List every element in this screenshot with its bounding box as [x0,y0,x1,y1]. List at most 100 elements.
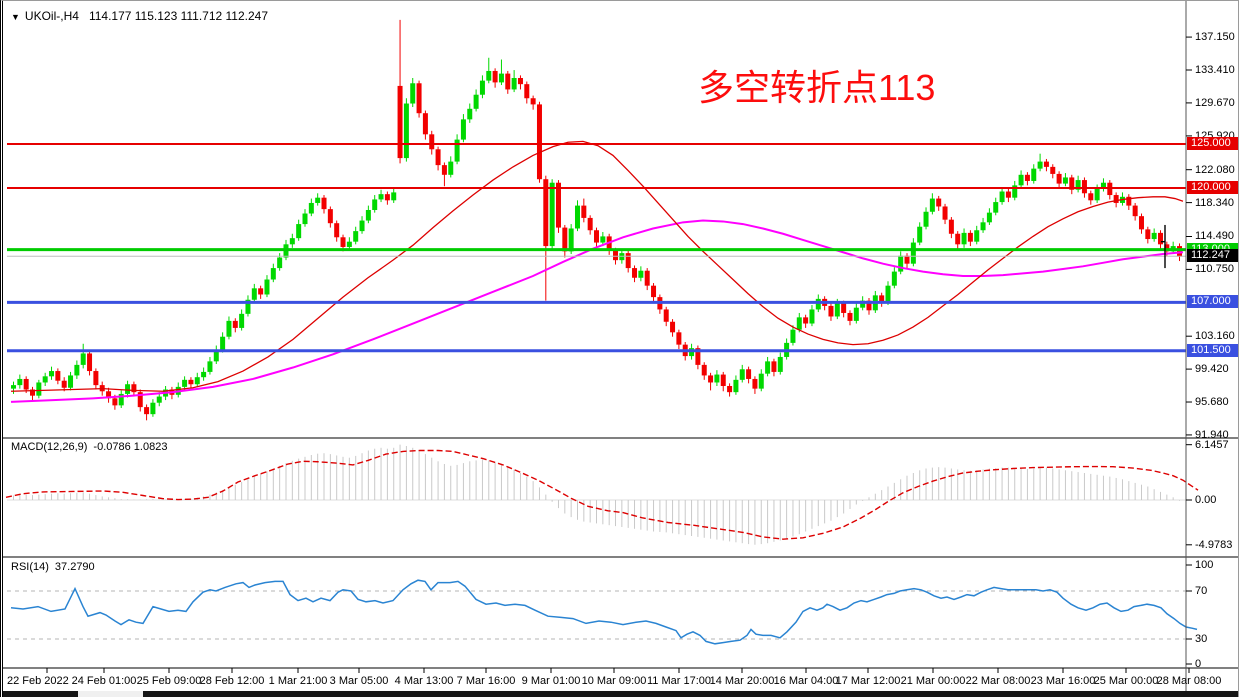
candle-down [144,407,150,415]
candle-up [568,228,574,252]
candle-up [1012,185,1018,198]
price-tick-label: 137.150 [1195,31,1235,44]
date-tick-label: 28 Mar 08:00 [1156,675,1222,687]
candle-down [942,206,948,220]
candle-down [1132,205,1138,217]
ohlc-values: 114.177 115.123 111.712 112.247 [88,9,268,23]
candle-up [296,224,302,239]
ma-fast-line [10,140,1184,392]
candle-up [853,307,859,321]
candle-up [1037,161,1043,169]
price-badge: 112.247 [1187,249,1238,263]
candle-down [701,364,707,376]
candle-down [587,217,593,231]
candle-up [68,375,74,388]
candle-up [460,119,466,140]
candle-down [61,380,67,388]
candle-up [245,299,251,314]
candle-down [106,391,112,399]
candle-up [885,285,891,303]
candle-up [986,212,992,223]
candle-up [378,194,384,200]
candle-up [454,139,460,162]
candle-down [967,232,973,242]
candle-up [264,279,270,295]
price-tick-label: 133.410 [1195,63,1235,76]
candle-up [993,202,999,213]
candle-down [1050,166,1056,174]
candle-down [841,303,847,313]
candle-up [549,182,555,247]
candle-down [188,379,194,385]
price-tick-label: 110.750 [1195,263,1234,276]
candle-up [194,377,200,385]
candle-up [758,373,764,389]
candle-up [125,384,131,394]
bottom-edge-strip [3,691,78,697]
date-tick-label: 17 Mar 12:00 [835,675,901,687]
candle-up [270,268,276,280]
candle-down [492,70,498,83]
candle-up [511,78,517,90]
annotation-text: 多空转折点113 [698,67,936,108]
rsi-tick-label: 100 [1195,559,1214,571]
price-badge: 101.500 [1187,343,1238,357]
candle-up [1100,182,1106,189]
date-tick-label: 4 Mar 13:00 [394,675,454,687]
candle-up [42,376,48,383]
candle-up [974,230,980,242]
candle-down [1088,193,1094,201]
candle-up [796,317,802,330]
rsi-tick-label: 0 [1195,658,1202,670]
candle-up [714,374,720,383]
candle-up [372,199,378,210]
candle-up [1018,174,1024,186]
candle-up [860,300,866,308]
macd-tick-label: -4.9783 [1195,538,1233,551]
candle-up [359,220,365,232]
candle-down [232,320,238,328]
candle-up [315,197,321,203]
date-tick-label: 24 Feb 01:00 [71,675,137,687]
candle-up [574,205,580,229]
macd-name: MACD(12,26,9) [11,441,88,453]
symbol-timeframe-label: UKOil-,H4 [24,9,79,23]
candle-up [1031,168,1037,181]
macd-values: -0.0786 1.0823 [93,441,168,453]
candle-up [353,231,359,242]
candle-up [207,361,213,372]
symbol-dropdown-icon[interactable]: ▼ [11,12,20,22]
rsi-line [10,579,1198,645]
price-badge: 107.000 [1187,295,1238,309]
candle-up [923,211,929,227]
candle-down [384,194,390,201]
candle-down [936,198,942,207]
macd-tick-label: 6.1457 [1195,438,1229,451]
candle-down [555,182,561,228]
chart-canvas[interactable] [3,1,1239,697]
rsi-name: RSI(14) [11,561,49,573]
bottom-edge-strip [78,691,143,697]
date-tick-label: 9 Mar 01:00 [521,675,581,687]
price-tick-label: 114.490 [1195,230,1234,243]
candle-down [752,378,758,389]
candle-down [594,230,600,243]
candle-down [847,312,853,321]
candle-up [815,298,821,310]
candle-up [638,270,644,278]
candle-down [644,270,650,286]
candle-up [790,329,796,343]
date-tick-label: 25 Mar 00:00 [1093,675,1159,687]
chart-title-bar: ▼ UKOil-,H4 114.177 115.123 111.712 112.24… [11,9,268,23]
candle-down [613,250,619,261]
candle-down [720,374,726,386]
candle-down [1069,177,1075,190]
date-tick-label: 22 Mar 08:00 [965,675,1031,687]
candle-down [258,288,264,295]
candle-down [904,255,910,264]
candle-up [448,161,454,175]
candle-down [1164,244,1170,252]
candle-up [80,353,86,365]
candle-down [1177,246,1183,257]
